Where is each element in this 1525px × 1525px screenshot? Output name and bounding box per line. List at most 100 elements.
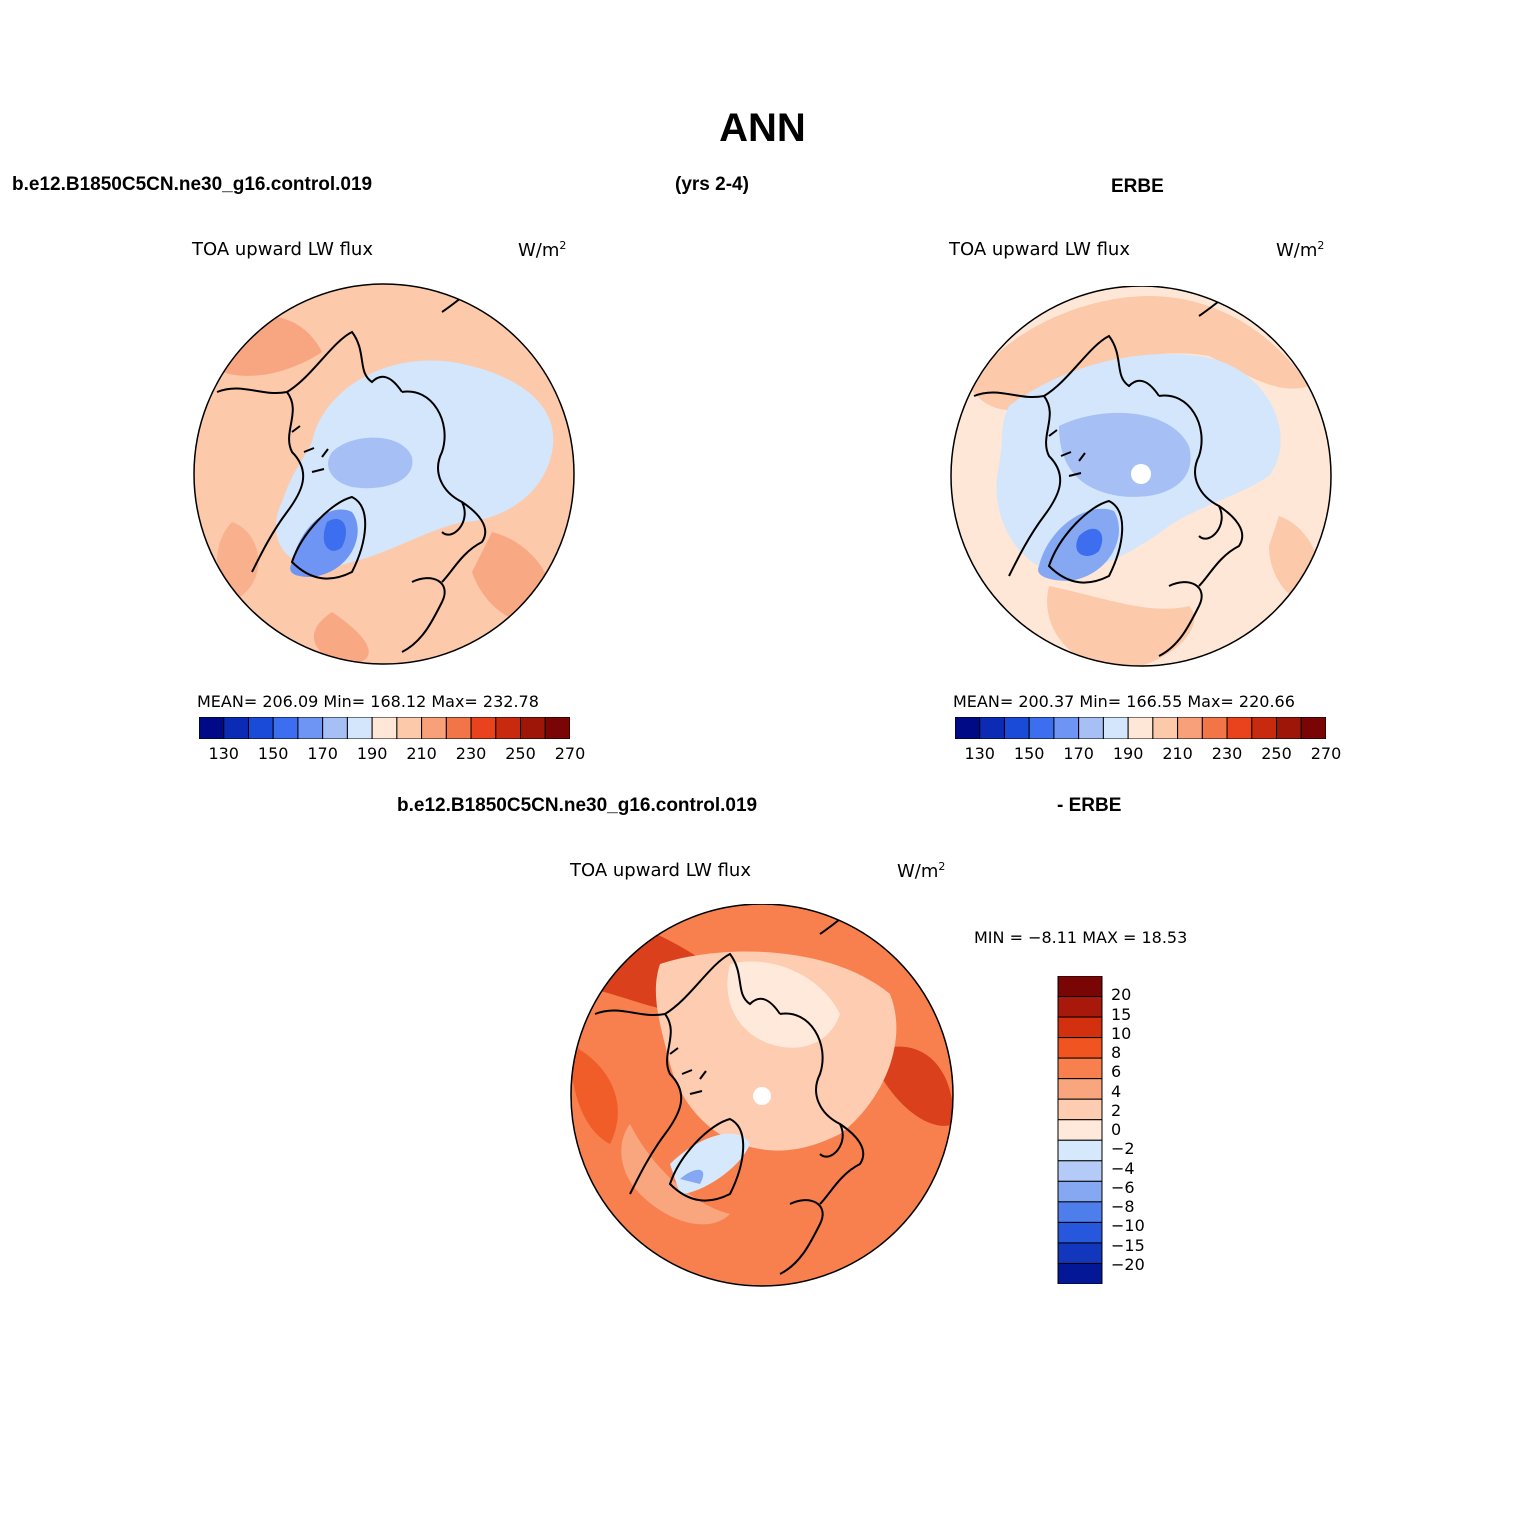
colorbar-swatch	[272, 716, 299, 740]
colorbar-swatch	[1057, 1160, 1103, 1182]
colorbar-swatch	[544, 716, 571, 740]
colorbar-swatch	[1057, 1262, 1103, 1285]
colorbar-tick-label: 8	[1111, 1043, 1122, 1062]
colorbar-swatch	[1078, 716, 1104, 740]
colorbar-swatch	[1057, 1119, 1103, 1141]
colorbar-tick-label: −10	[1111, 1216, 1145, 1236]
erbe-colorbar-ticks: 130 150 170 190 210 230 250 270	[955, 744, 1341, 764]
colorbar-swatch	[1127, 716, 1154, 740]
colorbar-swatch	[1057, 1201, 1103, 1223]
colorbar-swatch	[346, 716, 373, 740]
colorbar-tick-label: −20	[1111, 1254, 1145, 1274]
obs-name-label: ERBE	[1111, 176, 1164, 197]
colorbar-swatch	[979, 716, 1005, 740]
colorbar-tick-label: 270	[554, 744, 586, 763]
colorbar-swatch	[1057, 1221, 1103, 1244]
model-stats-label: MEAN= 206.09 Min= 168.12 Max= 232.78	[197, 692, 539, 711]
colorbar-tick-label: 270	[1310, 744, 1342, 763]
colorbar-swatch	[322, 716, 348, 740]
model-polar-map	[192, 282, 576, 666]
colorbar-swatch	[198, 716, 225, 740]
years-label: (yrs 2-4)	[675, 174, 749, 195]
colorbar-swatch	[1177, 716, 1203, 740]
colorbar-tick-label: 250	[505, 744, 536, 763]
colorbar-tick-label: 10	[1111, 1023, 1132, 1043]
model-units-label: W/m2	[518, 239, 567, 261]
diff-obs-label: - ERBE	[1057, 795, 1122, 816]
erbe-colorbar	[954, 716, 1327, 740]
diff-units-label: W/m2	[897, 860, 946, 882]
colorbar-tick-label: 130	[964, 744, 995, 763]
colorbar-tick-label: 130	[208, 744, 239, 763]
colorbar-tick-label: 230	[1211, 744, 1243, 763]
colorbar-swatch	[445, 716, 472, 740]
colorbar-tick-label: 210	[1162, 744, 1193, 763]
colorbar-swatch	[495, 716, 522, 740]
colorbar-tick-label: 190	[356, 744, 388, 763]
diff-colorbar	[1057, 975, 1103, 1285]
colorbar-swatch	[1226, 716, 1253, 740]
colorbar-swatch	[1057, 1180, 1103, 1203]
colorbar-swatch	[1057, 1242, 1103, 1264]
colorbar-swatch	[1152, 716, 1179, 740]
colorbar-swatch	[1300, 716, 1327, 740]
colorbar-swatch	[1201, 716, 1228, 740]
colorbar-swatch	[470, 716, 497, 740]
colorbar-swatch	[1003, 716, 1030, 740]
figure-title: ANN	[719, 106, 806, 150]
colorbar-tick-label: 6	[1111, 1062, 1122, 1082]
model-colorbar-ticks: 130 150 170 190 210 230 250 270	[199, 744, 585, 764]
colorbar-tick-label: 170	[307, 744, 338, 763]
colorbar-swatch	[1057, 1098, 1103, 1121]
colorbar-tick-label: 150	[1013, 744, 1045, 763]
colorbar-swatch	[223, 716, 249, 740]
case-name-label: b.e12.B1850C5CN.ne30_g16.control.019	[12, 174, 373, 195]
colorbar-swatch	[1057, 975, 1103, 998]
colorbar-swatch	[1102, 716, 1129, 740]
colorbar-tick-label: 0	[1111, 1120, 1122, 1139]
diff-colorbar-ticks: 20 15 10 8 6 4 2 0 −2 −4 −6 −8 −10 −15 −20	[1111, 976, 1171, 1284]
colorbar-swatch	[1028, 716, 1055, 740]
colorbar-swatch	[1057, 996, 1103, 1018]
erbe-stats-label: MEAN= 200.37 Min= 166.55 Max= 220.66	[953, 692, 1295, 711]
colorbar-tick-label: 170	[1063, 744, 1094, 763]
colorbar-tick-label: 2	[1111, 1100, 1122, 1120]
erbe-variable-label: TOA upward LW flux	[949, 239, 1130, 260]
colorbar-swatch	[396, 716, 423, 740]
erbe-coastlines	[973, 290, 1244, 657]
diff-variable-label: TOA upward LW flux	[570, 860, 751, 881]
erbe-polar-map	[949, 285, 1333, 670]
colorbar-swatch	[1251, 716, 1278, 740]
colorbar-swatch	[954, 716, 981, 740]
model-colorbar	[198, 716, 571, 740]
colorbar-tick-label: 4	[1111, 1081, 1122, 1101]
colorbar-swatch	[421, 716, 447, 740]
colorbar-tick-label: 15	[1111, 1004, 1132, 1024]
colorbar-tick-label: 190	[1112, 744, 1144, 763]
colorbar-tick-label: 210	[406, 744, 437, 763]
colorbar-tick-label: −8	[1111, 1197, 1135, 1216]
model-coastlines	[216, 286, 487, 653]
colorbar-tick-label: 150	[257, 744, 289, 763]
colorbar-tick-label: −15	[1111, 1235, 1145, 1255]
colorbar-swatch	[1057, 1057, 1103, 1080]
colorbar-swatch	[297, 716, 324, 740]
erbe-units-label: W/m2	[1276, 239, 1325, 261]
colorbar-tick-label: 230	[455, 744, 487, 763]
diff-coastlines	[594, 908, 865, 1275]
colorbar-tick-label: 20	[1111, 985, 1132, 1005]
colorbar-swatch	[1053, 716, 1080, 740]
model-variable-label: TOA upward LW flux	[192, 239, 373, 260]
colorbar-swatch	[1057, 1016, 1103, 1039]
colorbar-swatch	[1276, 716, 1302, 740]
colorbar-tick-label: 250	[1261, 744, 1292, 763]
diff-case-label: b.e12.B1850C5CN.ne30_g16.control.019	[397, 795, 758, 816]
colorbar-swatch	[1057, 1078, 1103, 1100]
diff-stats-label: MIN = −8.11 MAX = 18.53	[974, 928, 1188, 947]
colorbar-swatch	[1057, 1037, 1103, 1059]
colorbar-tick-label: −6	[1111, 1177, 1135, 1197]
colorbar-swatch	[1057, 1139, 1103, 1162]
colorbar-swatch	[371, 716, 398, 740]
diff-polar-map	[570, 903, 954, 1288]
colorbar-tick-label: −4	[1111, 1158, 1135, 1178]
